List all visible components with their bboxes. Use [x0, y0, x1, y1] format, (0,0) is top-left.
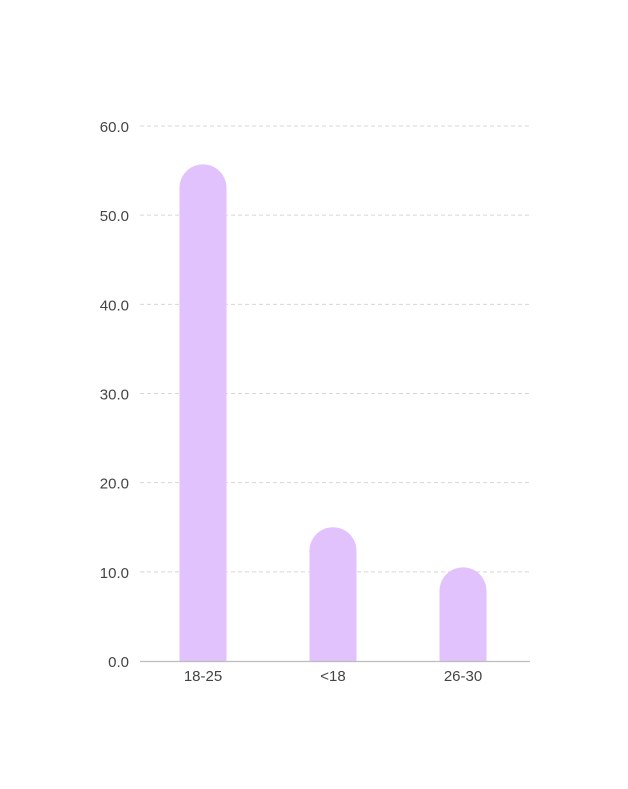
y-tick-label: 10.0 [100, 565, 129, 582]
y-tick-label: 30.0 [100, 386, 129, 403]
y-tick-label: 60.0 [100, 119, 129, 136]
x-axis-ticks: 18-25 <18 26-30 [184, 668, 482, 685]
bars [179, 164, 487, 661]
bar [309, 527, 357, 661]
x-tick-label: 26-30 [444, 668, 482, 685]
y-tick-label: 0.0 [108, 654, 129, 671]
y-axis-ticks: 0.0 10.0 20.0 30.0 40.0 50.0 60.0 [100, 119, 129, 671]
y-tick-label: 50.0 [100, 208, 129, 225]
y-tick-label: 40.0 [100, 297, 129, 314]
y-tick-label: 20.0 [100, 476, 129, 493]
bar [179, 164, 227, 661]
bar [439, 567, 487, 661]
x-tick-label: <18 [320, 668, 345, 685]
x-tick-label: 18-25 [184, 668, 222, 685]
